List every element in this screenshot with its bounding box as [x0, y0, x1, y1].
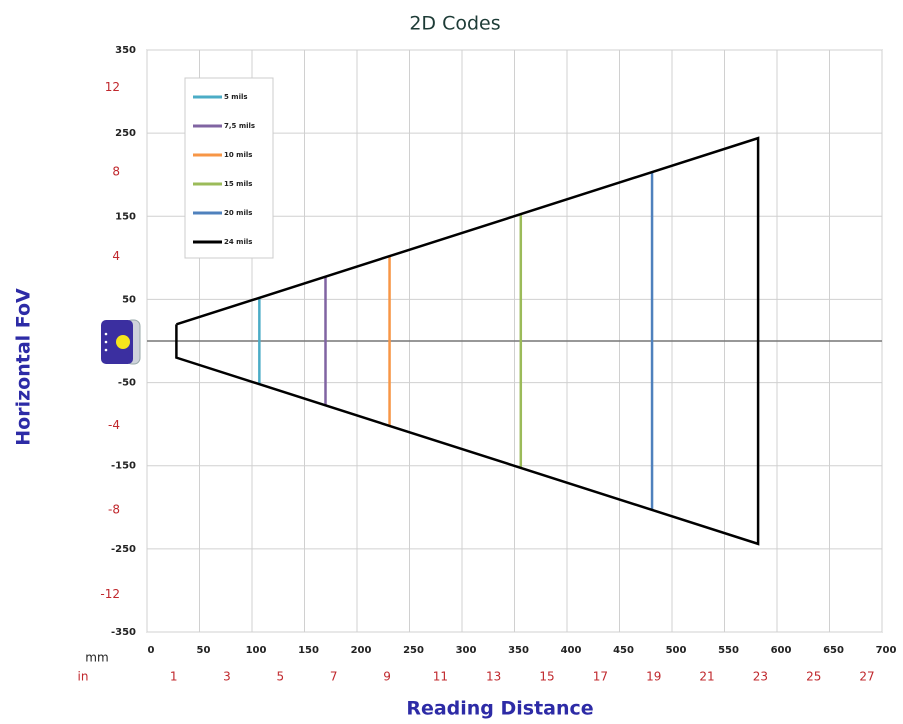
- x-tick-label: 550: [718, 645, 739, 656]
- x-tick-label: 600: [771, 645, 792, 656]
- x-tick-label: 0: [148, 645, 155, 656]
- x-tick-label: 700: [876, 645, 897, 656]
- legend-label: 20 mils: [224, 209, 252, 217]
- series-line: [175, 136, 760, 546]
- y-tick-label: -350: [111, 627, 136, 638]
- x2-tick-label: 9: [383, 670, 391, 684]
- x2-tick-label: 21: [699, 670, 714, 684]
- y2-tick-label: -4: [108, 418, 120, 432]
- y-tick-label: 250: [115, 128, 136, 139]
- x2-tick-label: 5: [277, 670, 285, 684]
- legend-label: 7,5 mils: [224, 122, 255, 130]
- x2-tick-label: 25: [806, 670, 821, 684]
- y-axis-title: Horizontal FoV: [13, 288, 35, 446]
- scanner-icon: [101, 319, 141, 365]
- x2-unit: in: [78, 670, 89, 684]
- x2-tick-label: 19: [646, 670, 661, 684]
- y2-tick-label: 8: [112, 165, 120, 179]
- x-axis-title: Reading Distance: [406, 698, 593, 720]
- x-unit: mm: [85, 651, 108, 665]
- legend-label: 24 mils: [224, 238, 252, 246]
- x-tick-label: 100: [246, 645, 267, 656]
- x2-tick-label: 23: [753, 670, 768, 684]
- x-tick-label: 250: [403, 645, 424, 656]
- y-tick-label: -150: [111, 461, 136, 472]
- x-tick-label: 400: [561, 645, 582, 656]
- legend: 5 mils 7,5 mils 10 mils 15 mils 20 mils 24 mi…: [193, 93, 255, 246]
- x-tick-label: 350: [508, 645, 529, 656]
- y2-tick-label: 12: [105, 80, 120, 94]
- legend-box: [184, 77, 274, 259]
- x2-tick-label: 11: [433, 670, 448, 684]
- x2-tick-label: 13: [486, 670, 501, 684]
- y-tick-label: 150: [115, 211, 136, 222]
- marks: [175, 136, 760, 546]
- x-tick-label: 500: [666, 645, 687, 656]
- y-tick-label: 350: [115, 45, 136, 56]
- x2-tick-label: 17: [593, 670, 608, 684]
- y2-tick-label: -12: [100, 587, 120, 601]
- x-tick-label: 650: [823, 645, 844, 656]
- legend-label: 15 mils: [224, 180, 252, 188]
- y-tick-label: 50: [122, 294, 136, 305]
- y2-tick-label: 4: [112, 249, 120, 263]
- x-tick-label: 200: [351, 645, 372, 656]
- legend-label: 10 mils: [224, 151, 252, 159]
- y2-tick-label: -8: [108, 502, 120, 516]
- x-tick-label: 50: [197, 645, 211, 656]
- x2-tick-label: 3: [223, 670, 231, 684]
- x-tick-label: 150: [298, 645, 319, 656]
- x2-tick-label: 15: [539, 670, 554, 684]
- chart-title: 2D Codes: [409, 13, 500, 35]
- y-tick-label: -250: [111, 544, 136, 555]
- y-tick-label: -50: [118, 378, 136, 389]
- x2-tick-label: 27: [859, 670, 874, 684]
- x-tick-label: 300: [456, 645, 477, 656]
- x2-tick-label: 7: [330, 670, 338, 684]
- x2-tick-label: 1: [170, 670, 178, 684]
- x-tick-label: 450: [613, 645, 634, 656]
- legend-label: 5 mils: [224, 93, 248, 101]
